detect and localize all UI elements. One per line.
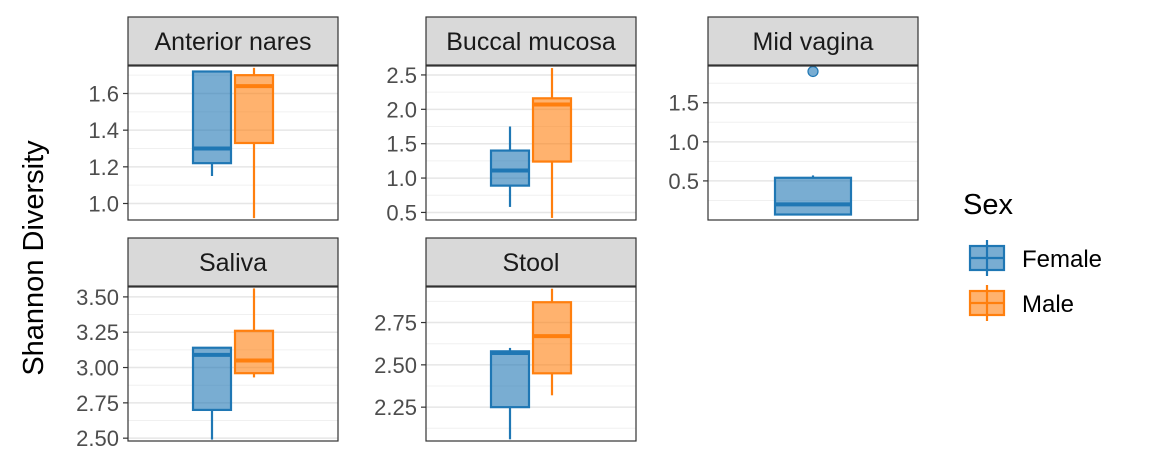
panel-border [707,65,919,221]
plot-area [426,287,636,441]
facet-strip [127,237,339,287]
y-axis-label: Shannon Diversity [18,140,50,376]
y-tick-label: 1.0 [668,130,699,155]
y-tick-label: 0.5 [386,200,417,225]
y-tick-label: 2.75 [374,311,417,336]
y-tick-label: 2.75 [76,391,119,416]
y-tick-label: 1.4 [88,118,119,143]
panel-border [127,286,339,442]
box-iqr [233,329,275,375]
y-tick-label: 1.2 [88,155,119,180]
legend-entry-male: Male [968,285,1074,321]
panel-border [425,286,637,442]
box-iqr [773,176,853,216]
facet-title: Stool [503,249,560,277]
y-tick-label: 2.5 [386,63,417,88]
legend: Sex Female Male [963,189,1102,321]
panel-border [127,65,339,221]
facet-panel: Mid vagina 0.5 1.0 1.5 [668,16,919,221]
box-iqr [191,346,233,412]
legend-entry-female: Female [968,240,1102,276]
y-tick-label: 1.0 [88,192,119,217]
legend-label: Female [1022,246,1102,273]
legend-entries: Female Male [968,240,1102,321]
box-iqr [531,97,573,163]
facet-panels: Anterior nares 1.0 1.2 1.4 1.6 Buccal mucosa 0… [76,16,919,451]
y-tick-label: 2.50 [76,426,119,451]
facet-panel: Anterior nares 1.0 1.2 1.4 1.6 [88,16,339,221]
facet-title: Buccal mucosa [446,28,616,56]
panel-border [425,65,637,221]
y-tick-label: 1.5 [386,132,417,157]
box-male [531,68,573,218]
y-tick-label: 1.5 [668,91,699,116]
y-tick-label: 3.00 [76,356,119,381]
box-female [489,347,531,440]
box-female [191,70,233,176]
y-tick-label: 2.0 [386,97,417,122]
plot-area [128,287,338,441]
facet-title: Saliva [199,249,267,277]
legend-title: Sex [963,189,1013,221]
legend-label: Male [1022,291,1074,318]
facet-panel: Saliva 2.50 2.75 3.00 3.25 3.50 [76,237,339,451]
facet-panel: Stool 2.25 2.50 2.75 [374,237,637,442]
box-male [531,288,573,396]
box-female [191,346,233,440]
y-tick-label: 1.0 [386,166,417,191]
facet-strip [425,237,637,287]
y-tick-label: 3.50 [76,285,119,310]
facet-strip [425,16,637,66]
box-male [233,288,275,378]
y-tick-label: 2.25 [374,395,417,420]
box-iqr [489,350,531,409]
y-tick-label: 1.6 [88,82,119,107]
y-tick-label: 0.5 [668,169,699,194]
facet-strip [707,16,919,66]
box-female [489,126,531,207]
plot-area [128,66,338,220]
facet-strip [127,16,339,66]
outlier-point [807,65,819,78]
box-male [233,67,275,219]
box-iqr [489,149,531,187]
facet-title: Anterior nares [154,28,311,56]
facet-panel: Buccal mucosa 0.5 1.0 1.5 2.0 2.5 [386,16,637,225]
facet-title: Mid vagina [753,28,874,56]
y-tick-label: 3.25 [76,320,119,345]
y-tick-label: 2.50 [374,353,417,378]
